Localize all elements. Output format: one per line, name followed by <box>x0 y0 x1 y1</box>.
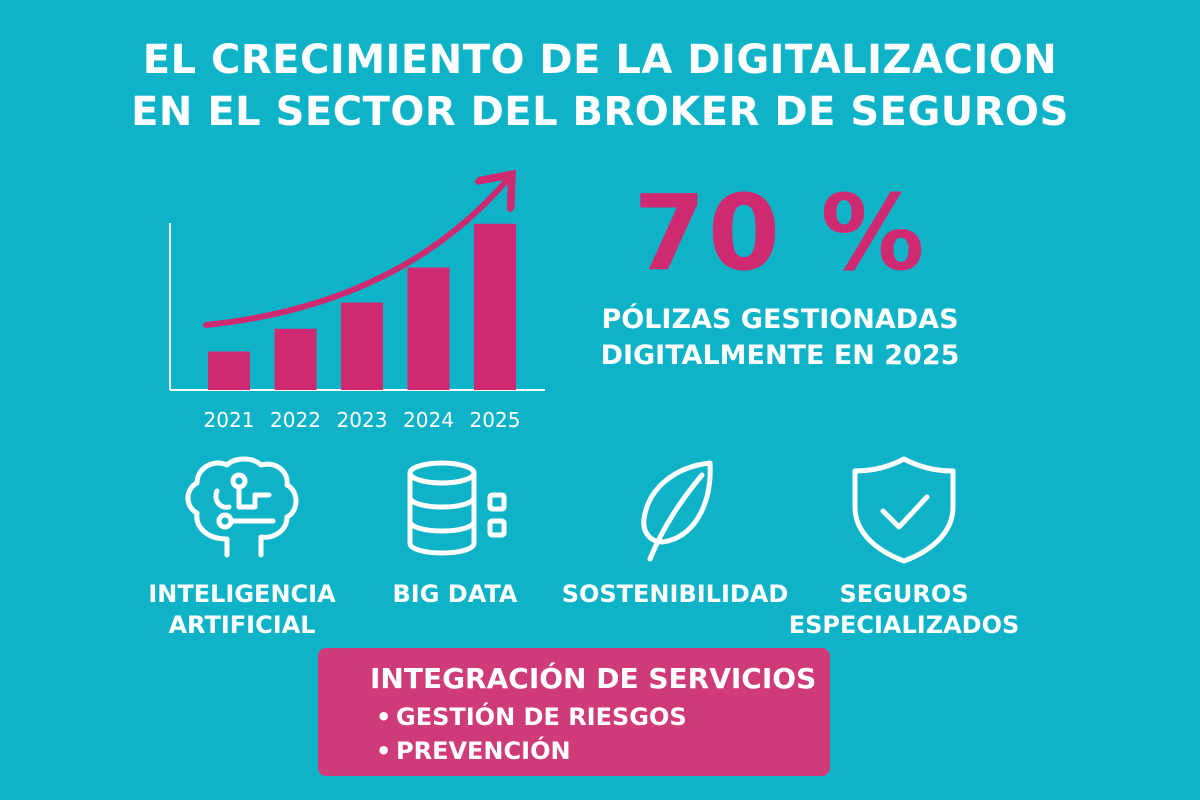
feature-label-line-1: SEGUROS <box>839 580 969 608</box>
feature-label: INTELIGENCIA ARTIFICIAL <box>122 579 362 641</box>
feature-label-line-2: ARTIFICIAL <box>168 611 316 639</box>
feature-label: SOSTENIBILIDAD <box>555 579 795 610</box>
title-line-2: EN EL SECTOR DEL BROKER DE SEGUROS <box>131 89 1069 135</box>
bar-2021 <box>208 351 250 390</box>
stat-caption: PÓLIZAS GESTIONADAS DIGITALMENTE EN 2025 <box>580 302 980 374</box>
database-icon <box>407 460 507 556</box>
feature-label-line-1: BIG DATA <box>392 580 518 608</box>
feature-label-line-1: INTELIGENCIA <box>148 580 336 608</box>
list-item-text: PREVENCIÓN <box>396 737 571 765</box>
feature-seguros-especializados: SEGUROS ESPECIALIZADOS <box>784 455 1024 641</box>
page-title: EL CRECIMIENTO DE LA DIGITALIZACION EN E… <box>50 34 1150 138</box>
leaf-icon <box>641 460 713 562</box>
growth-bar-chart: 2021 2022 2023 2024 2025 <box>169 165 545 432</box>
feature-label: SEGUROS ESPECIALIZADOS <box>784 579 1024 641</box>
shield-check-icon <box>852 456 956 564</box>
feature-sostenibilidad: SOSTENIBILIDAD <box>555 455 795 610</box>
stat-caption-line-1: PÓLIZAS GESTIONADAS <box>601 304 959 335</box>
bullet-icon: • <box>376 703 392 731</box>
bar-2025 <box>474 223 516 390</box>
feature-label-line-2: ESPECIALIZADOS <box>788 611 1020 639</box>
bullet-icon: • <box>376 737 392 765</box>
feature-big-data: BIG DATA <box>335 455 575 610</box>
x-tick-label-2024: 2024 <box>403 408 454 432</box>
x-tick-label-2022: 2022 <box>270 408 321 432</box>
services-title: INTEGRACIÓN DE SERVICIOS <box>370 662 817 695</box>
brain-circuit-icon <box>185 456 299 558</box>
x-tick-label-2025: 2025 <box>470 408 521 432</box>
stat-caption-line-2: DIGITALMENTE EN 2025 <box>600 340 960 371</box>
bar-2022 <box>274 328 317 390</box>
services-list: • GESTIÓN DE RIESGOS • PREVENCIÓN <box>370 700 830 768</box>
bar-2023 <box>341 302 383 390</box>
list-item: • GESTIÓN DE RIESGOS <box>376 700 830 734</box>
trend-arrow <box>203 179 508 328</box>
title-line-1: EL CRECIMIENTO DE LA DIGITALIZACION <box>142 37 1058 83</box>
x-tick-label-2021: 2021 <box>204 408 255 432</box>
feature-label-line-1: SOSTENIBILIDAD <box>561 580 789 608</box>
services-box: INTEGRACIÓN DE SERVICIOS • GESTIÓN DE RIE… <box>318 648 830 776</box>
list-item-text: GESTIÓN DE RIESGOS <box>396 703 687 731</box>
stat-percentage: 70 % <box>633 172 927 294</box>
feature-label: BIG DATA <box>335 579 575 610</box>
feature-inteligencia-artificial: INTELIGENCIA ARTIFICIAL <box>122 455 362 641</box>
list-item: • PREVENCIÓN <box>376 734 830 768</box>
x-tick-label-2023: 2023 <box>337 408 388 432</box>
bar-2024 <box>407 267 450 390</box>
